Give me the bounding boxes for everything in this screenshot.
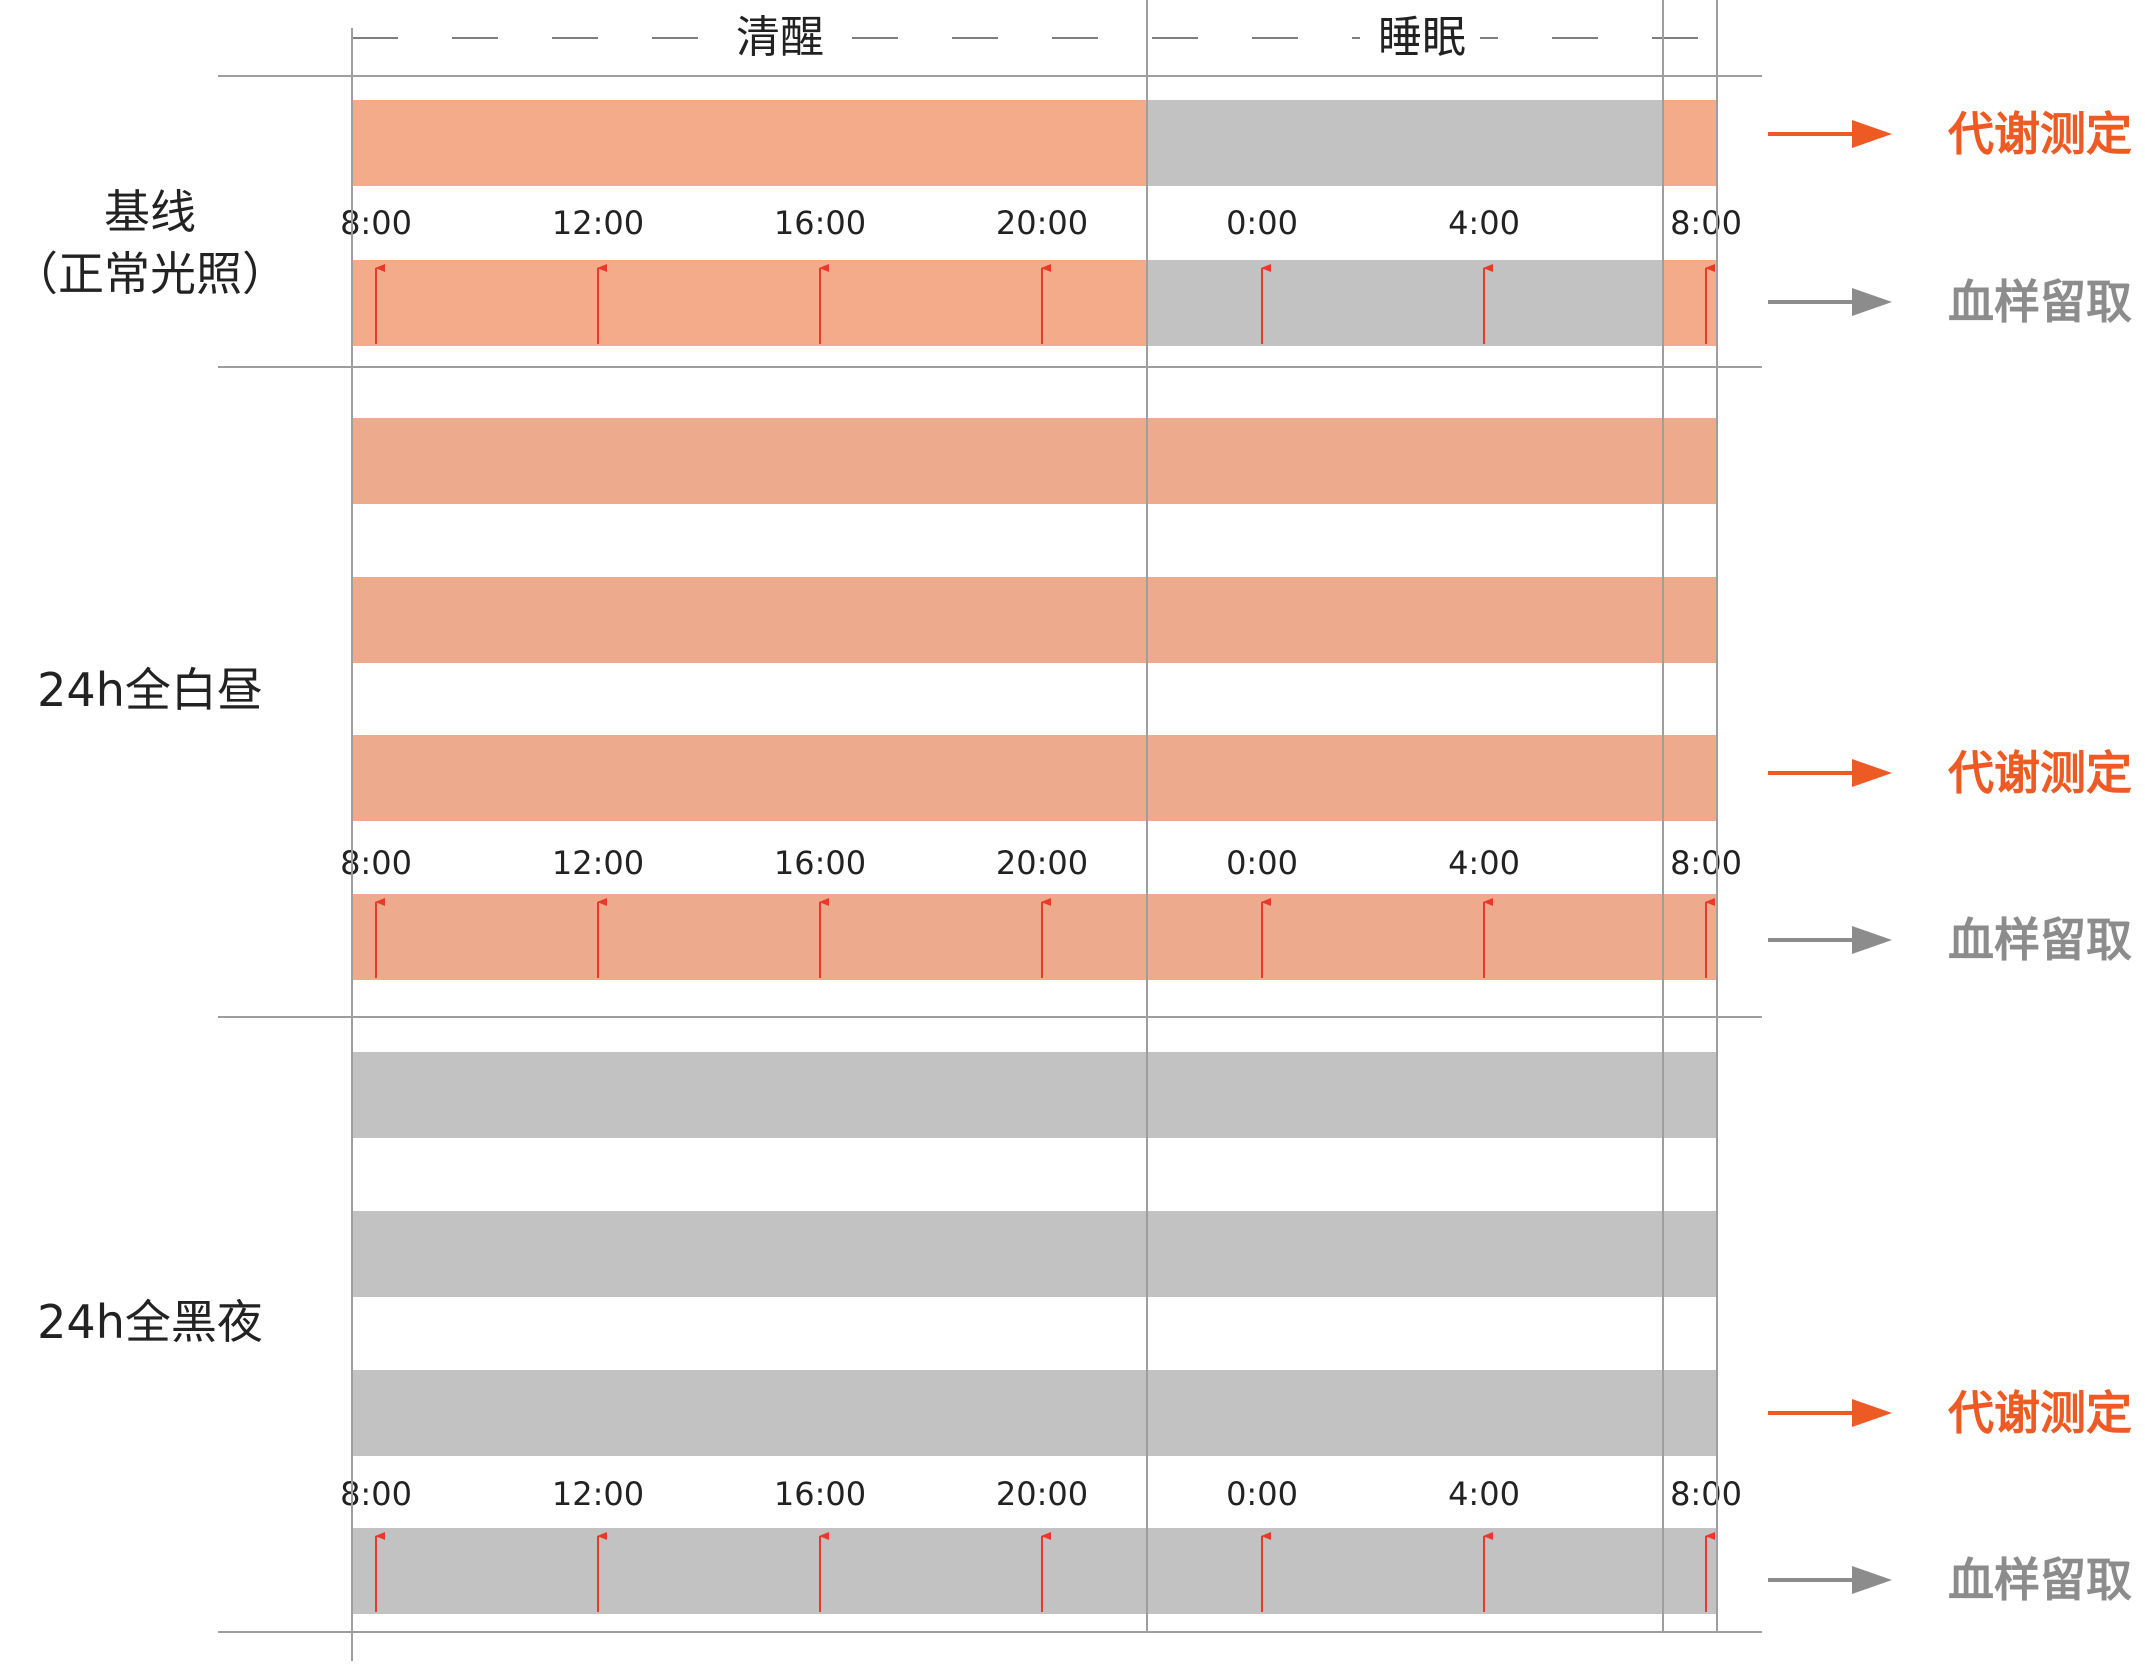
time-label: 8:00 bbox=[340, 844, 412, 882]
metabolic-bar bbox=[352, 1211, 1717, 1297]
time-label: 16:00 bbox=[774, 844, 866, 882]
metabolic-legend-arrowhead bbox=[1852, 759, 1892, 787]
metabolic-legend-label: 代谢测定 bbox=[1947, 1386, 2132, 1440]
blood-legend-arrowhead bbox=[1852, 1566, 1892, 1594]
metabolic-bar-wake-segment bbox=[352, 100, 1147, 186]
metabolic-bar bbox=[352, 418, 1717, 504]
time-label: 20:00 bbox=[996, 844, 1088, 882]
blood-sample-bar bbox=[352, 894, 1717, 980]
time-label: 16:00 bbox=[774, 1475, 866, 1513]
time-label: 16:00 bbox=[774, 204, 866, 242]
metabolic-legend-label: 代谢测定 bbox=[1947, 107, 2132, 161]
time-label: 12:00 bbox=[552, 204, 644, 242]
time-label: 4:00 bbox=[1448, 844, 1520, 882]
time-label: 0:00 bbox=[1226, 844, 1298, 882]
condition-label: 基线 bbox=[104, 185, 196, 239]
metabolic-bar-sleep-segment bbox=[1147, 100, 1663, 186]
blood-legend-label: 血样留取 bbox=[1948, 1553, 2132, 1607]
time-label: 4:00 bbox=[1448, 1475, 1520, 1513]
time-label: 20:00 bbox=[996, 204, 1088, 242]
metabolic-legend-arrowhead bbox=[1852, 1399, 1892, 1427]
time-label: 12:00 bbox=[552, 844, 644, 882]
blood-legend-arrowhead bbox=[1852, 926, 1892, 954]
time-label: 0:00 bbox=[1226, 1475, 1298, 1513]
blood-legend-label: 血样留取 bbox=[1948, 913, 2132, 967]
metabolic-legend-arrowhead bbox=[1852, 120, 1892, 148]
header-wake-mask bbox=[720, 12, 840, 62]
time-label: 8:00 bbox=[340, 1475, 412, 1513]
condition-label: 24h全黑夜 bbox=[37, 1295, 263, 1349]
header-wake-label: 清醒 bbox=[736, 12, 824, 63]
blood-legend-label: 血样留取 bbox=[1948, 275, 2132, 329]
metabolic-bar bbox=[352, 735, 1717, 821]
metabolic-bar bbox=[352, 577, 1717, 663]
metabolic-bar bbox=[352, 1052, 1717, 1138]
condition-label: （正常光照） bbox=[12, 247, 288, 301]
blood-legend-arrowhead bbox=[1852, 288, 1892, 316]
header-sleep-mask bbox=[1360, 12, 1480, 62]
time-label: 8:00 bbox=[340, 204, 412, 242]
time-label: 8:00 bbox=[1670, 204, 1742, 242]
time-label: 8:00 bbox=[1670, 844, 1742, 882]
blood-sample-bar bbox=[352, 1528, 1717, 1614]
blood-sample-bar-wake-segment bbox=[352, 260, 1147, 346]
time-label: 8:00 bbox=[1670, 1475, 1742, 1513]
time-label: 20:00 bbox=[996, 1475, 1088, 1513]
blood-sample-bar-morning-segment bbox=[1663, 260, 1717, 346]
blood-sample-bar-sleep-segment bbox=[1147, 260, 1663, 346]
condition-label: 24h全白昼 bbox=[37, 663, 263, 717]
time-label: 4:00 bbox=[1448, 204, 1520, 242]
metabolic-bar bbox=[352, 1370, 1717, 1456]
header-sleep-label: 睡眠 bbox=[1378, 12, 1466, 63]
metabolic-bar-morning-segment bbox=[1663, 100, 1717, 186]
time-label: 12:00 bbox=[552, 1475, 644, 1513]
metabolic-legend-label: 代谢测定 bbox=[1947, 746, 2132, 800]
time-label: 0:00 bbox=[1226, 204, 1298, 242]
